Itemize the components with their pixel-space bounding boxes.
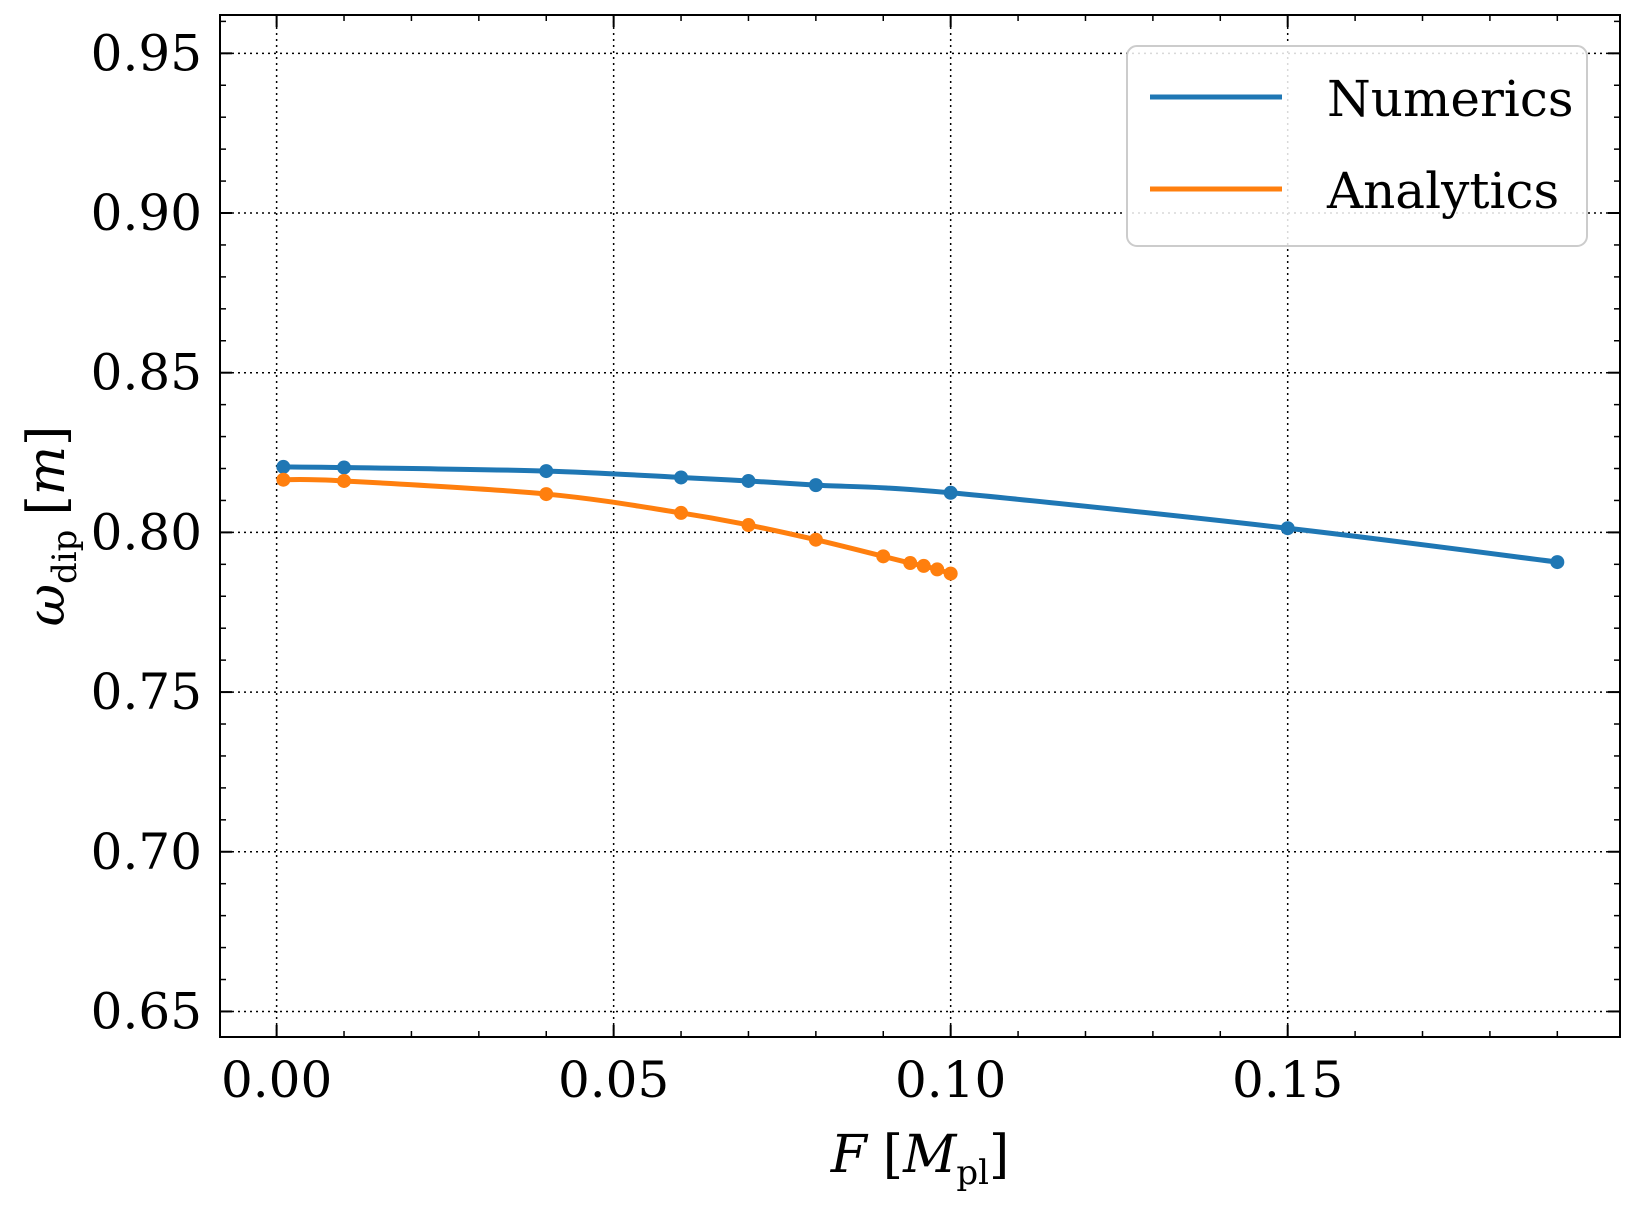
data-point-numerics [808, 478, 823, 493]
data-point-analytics [539, 487, 554, 502]
data-point-numerics [741, 473, 756, 488]
legend-label-numerics: Numerics [1327, 70, 1574, 128]
data-point-analytics [943, 566, 958, 581]
data-point-analytics [674, 505, 689, 520]
data-point-numerics [276, 459, 291, 474]
data-point-numerics [539, 464, 554, 479]
x-axis-label-unit-sub: pl [956, 1153, 989, 1193]
x-tick-label: 0.00 [221, 1051, 332, 1109]
data-point-analytics [903, 556, 918, 571]
y-tick-label: 0.90 [91, 184, 202, 242]
data-point-analytics [930, 562, 945, 577]
data-point-analytics [337, 473, 352, 488]
x-tick-label: 0.15 [1232, 1051, 1343, 1109]
y-axis-label-unit: m [17, 446, 77, 495]
data-point-analytics [916, 558, 931, 573]
y-axis-label-sub: dip [45, 530, 85, 584]
y-axis-label-main: ω [17, 584, 77, 626]
x-axis-label-main: F [830, 1125, 869, 1185]
y-tick-label: 0.65 [91, 982, 202, 1040]
ticks: 0.00 0.05 0.10 0.15 0.65 0.70 0.75 0.80 0.85 0.90… [91, 15, 1620, 1109]
x-axis-label-bracket-open: [ [883, 1125, 903, 1185]
data-point-numerics [1550, 555, 1565, 570]
x-axis-label: F [Mpl] [830, 1125, 1010, 1193]
data-point-analytics [808, 532, 823, 547]
x-tick-label: 0.10 [895, 1051, 1006, 1109]
data-point-analytics [876, 549, 891, 564]
data-point-numerics [337, 460, 352, 475]
y-tick-label: 0.75 [91, 663, 202, 721]
y-axis-label-bracket-close: ] [17, 426, 77, 446]
data-point-numerics [674, 470, 689, 485]
series-layer [276, 459, 1565, 581]
y-tick-label: 0.95 [91, 24, 202, 82]
x-axis-label-bracket-close: ] [989, 1125, 1009, 1185]
data-point-numerics [1280, 521, 1295, 536]
y-axis-label-bracket-open: [ [17, 495, 77, 515]
data-point-numerics [943, 485, 958, 500]
y-tick-label: 0.85 [91, 344, 202, 402]
y-tick-label: 0.80 [91, 503, 202, 561]
legend: Numerics Analytics [1126, 45, 1588, 247]
data-point-analytics [276, 472, 291, 487]
x-axis-label-unit: M [902, 1125, 958, 1185]
data-point-analytics [741, 518, 756, 533]
x-tick-label: 0.05 [558, 1051, 669, 1109]
plot-frame [219, 14, 1621, 1038]
legend-label-analytics: Analytics [1326, 162, 1559, 220]
y-axis-label: ωdip [m] [17, 426, 85, 627]
y-tick-label: 0.70 [91, 823, 202, 881]
